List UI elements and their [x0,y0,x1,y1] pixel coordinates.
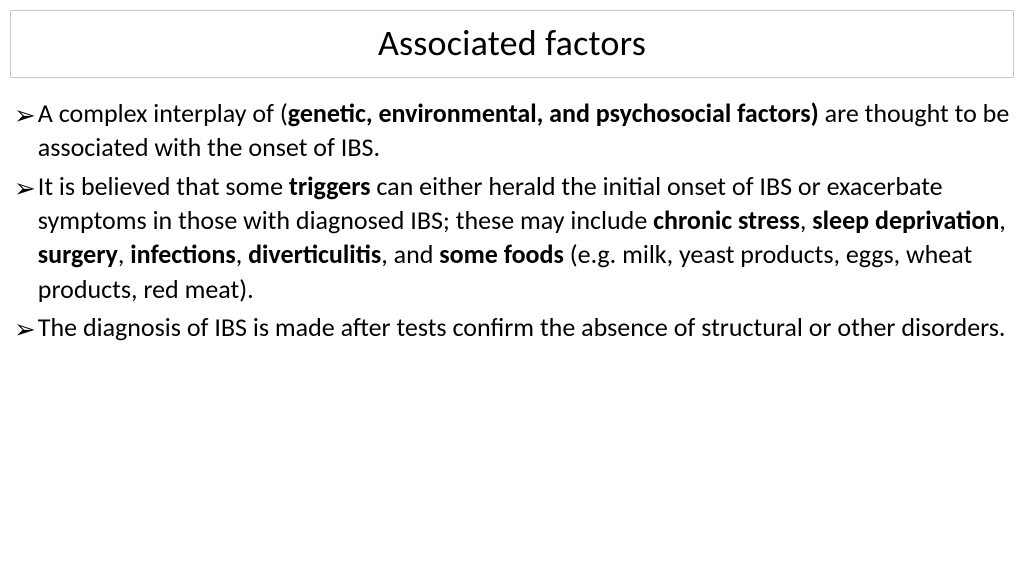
slide: Associated factors ➢A complex interplay … [0,0,1024,576]
chevron-bullet-icon: ➢ [14,312,36,346]
bullet-item: ➢The diagnosis of IBS is made after test… [14,310,1010,346]
bullet-text: It is believed that some triggers can ei… [38,169,1010,306]
slide-title: Associated factors [11,21,1013,65]
bullet-text: A complex interplay of (genetic, environ… [38,96,1010,165]
chevron-bullet-icon: ➢ [14,98,36,132]
chevron-bullet-icon: ➢ [14,171,36,205]
bullet-text: The diagnosis of IBS is made after tests… [38,310,1006,344]
bullet-item: ➢A complex interplay of (genetic, enviro… [14,96,1010,165]
slide-content: ➢A complex interplay of (genetic, enviro… [10,96,1014,346]
title-box: Associated factors [10,10,1014,78]
bullet-item: ➢It is believed that some triggers can e… [14,169,1010,306]
